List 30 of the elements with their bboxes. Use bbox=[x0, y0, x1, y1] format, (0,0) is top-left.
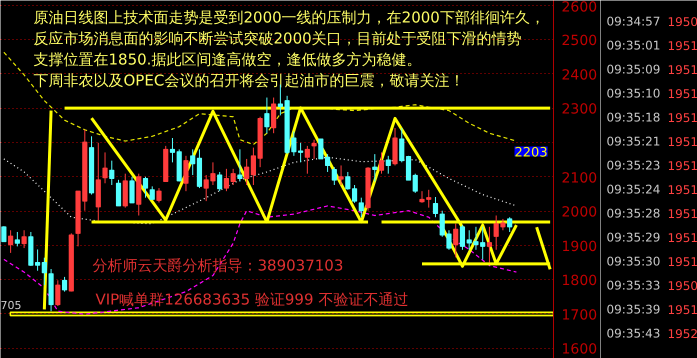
text: 09:35:33 1950 bbox=[606, 278, 697, 293]
y-tick-label: 2300 bbox=[562, 102, 598, 118]
annotation: 原油日线图上技术面走势是受到2000一线的压制力，在2000下部徘徊许久， bbox=[34, 8, 545, 26]
annotation: 下周非农以及OPEC会议的召开将会引起油市的巨震，敬请关注！ bbox=[34, 72, 464, 90]
text: 09:35:18 1951 bbox=[606, 110, 697, 125]
y-tick-label: 2000 bbox=[562, 204, 598, 221]
text: 09:35:43 1952 bbox=[606, 326, 697, 341]
text: 09:35:29 1951 bbox=[606, 230, 697, 245]
text: 09:34:57 1950 bbox=[606, 14, 697, 29]
text: 09:35:10 1951 bbox=[606, 86, 697, 101]
annotation: 支撑位置在1850.据此区间逢高做空，逢低做多方为稳健。 bbox=[34, 50, 422, 68]
text: 09:35:28 1951 bbox=[606, 206, 697, 221]
text: 09:35:24 1951 bbox=[606, 182, 697, 197]
y-tick-label: 1900 bbox=[562, 238, 598, 255]
text: 09:35:21 1951 bbox=[606, 134, 697, 149]
y-tick-label: 2500 bbox=[562, 33, 598, 50]
text: 09:35:01 1951 bbox=[606, 38, 697, 53]
y-tick-label: 1800 bbox=[562, 273, 598, 290]
y-tick-label: 2600 bbox=[562, 0, 598, 16]
y-tick-label: 1700 bbox=[562, 307, 598, 324]
y-tick-label: 2400 bbox=[562, 67, 598, 84]
text: 09:35:23 1951 bbox=[606, 158, 697, 173]
annotation: 705 bbox=[0, 299, 22, 312]
annotation: 反应市场消息面的影响不断尝试突破2000关口，目前处于受阻下滑的情势 bbox=[34, 30, 522, 48]
y-tick-label: 2100 bbox=[562, 170, 598, 186]
text: 09:35:09 1951 bbox=[606, 62, 697, 77]
y-tick-label: 1600 bbox=[562, 342, 598, 358]
text: 09:35:30 1951 bbox=[606, 254, 697, 269]
text: 09:35:39 1951 bbox=[606, 302, 697, 317]
annotation: 分析师云天爵分析指导：389037103 bbox=[92, 256, 344, 274]
